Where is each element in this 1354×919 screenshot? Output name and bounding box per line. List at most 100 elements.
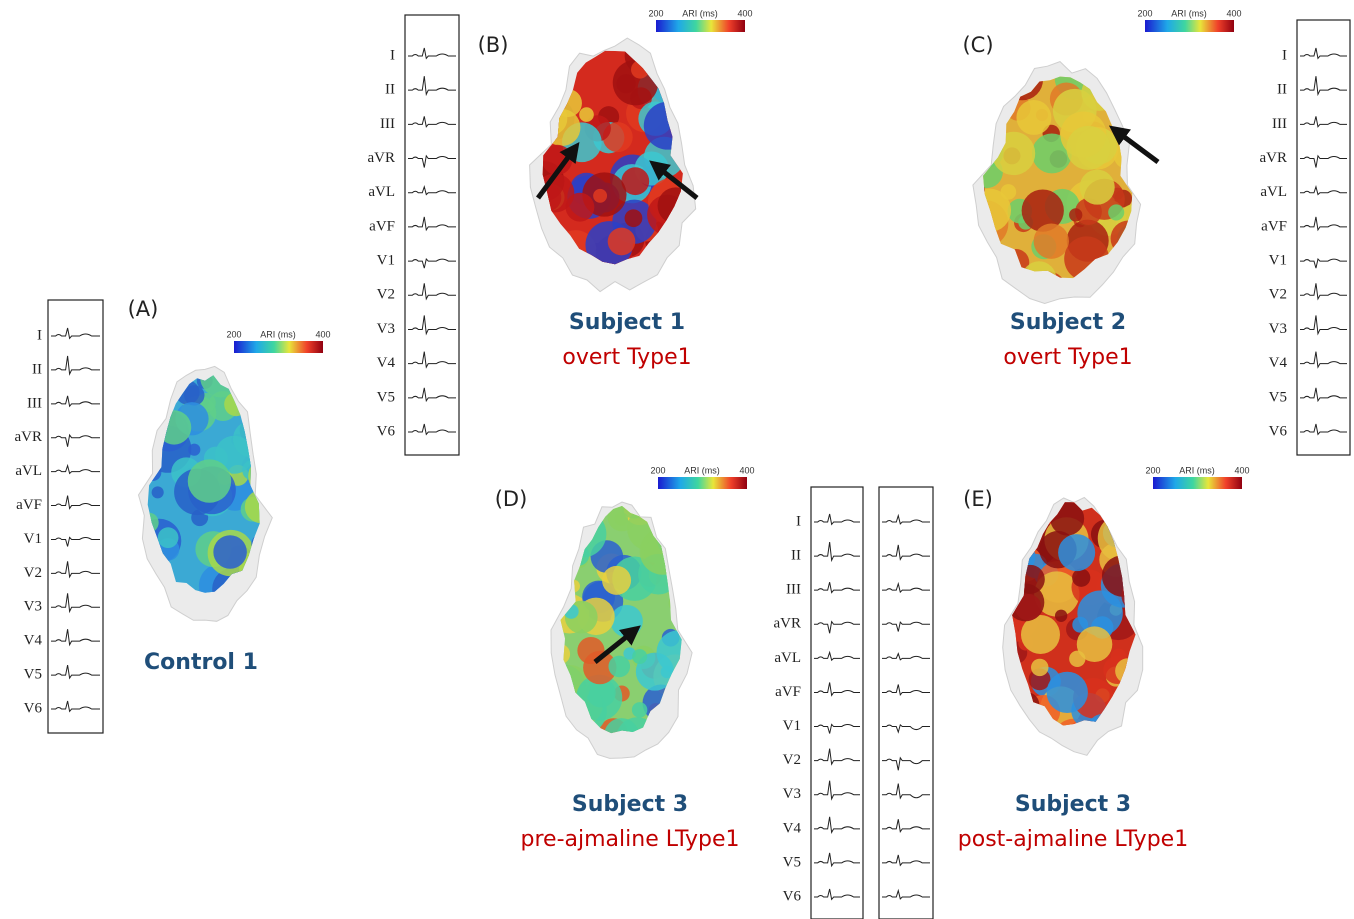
lead-label: V1 bbox=[24, 531, 42, 547]
lead-label: V4 bbox=[1269, 355, 1288, 371]
map-patch bbox=[602, 566, 631, 595]
ecg-trace bbox=[51, 701, 100, 711]
map-patch bbox=[1122, 90, 1153, 121]
condition-label: pre-ajmaline LType1 bbox=[521, 827, 740, 852]
lead-label: II bbox=[385, 82, 395, 98]
map-patch bbox=[677, 53, 696, 72]
ecg-trace bbox=[882, 654, 930, 660]
map-patch bbox=[593, 189, 607, 203]
lead-label: V3 bbox=[24, 599, 42, 615]
lead-label: V5 bbox=[783, 854, 801, 870]
lead-label: V2 bbox=[783, 752, 801, 768]
map-patch bbox=[242, 359, 281, 398]
map-patch bbox=[523, 67, 562, 106]
map-patch bbox=[608, 656, 630, 678]
lead-label: V6 bbox=[377, 423, 396, 439]
ecg-trace bbox=[51, 396, 100, 406]
ecg-trace bbox=[1300, 352, 1347, 368]
map-patch bbox=[625, 209, 643, 227]
lead-label: V4 bbox=[377, 355, 396, 371]
map-patch bbox=[1108, 204, 1124, 220]
subject-title: Subject 2 bbox=[1010, 310, 1126, 335]
map-patch bbox=[536, 726, 577, 767]
map-patch bbox=[1111, 71, 1133, 93]
lead-label: V5 bbox=[24, 667, 42, 683]
ecg-trace bbox=[51, 328, 100, 338]
lead-label: V3 bbox=[1269, 321, 1287, 337]
ecg-trace bbox=[882, 855, 930, 865]
ecg-trace bbox=[1300, 116, 1347, 126]
colorbar bbox=[658, 477, 747, 489]
map-patch bbox=[608, 228, 636, 256]
ecg-trace bbox=[1300, 187, 1347, 195]
ecg-trace bbox=[51, 496, 100, 509]
ecg-trace bbox=[1300, 315, 1347, 333]
map-patch bbox=[566, 193, 595, 222]
map-patch bbox=[567, 738, 583, 754]
map-patch bbox=[579, 107, 594, 122]
colorbar-min: 200 bbox=[650, 465, 665, 475]
map-patch bbox=[1132, 693, 1148, 709]
colorbar-max: 400 bbox=[315, 329, 330, 339]
lead-label: I bbox=[796, 513, 801, 529]
ecg-trace bbox=[1300, 48, 1347, 58]
colorbar bbox=[656, 20, 745, 32]
ecg-trace bbox=[882, 584, 930, 592]
map-patch bbox=[578, 502, 592, 516]
lead-label: aVR bbox=[1260, 150, 1288, 166]
lead-label: V1 bbox=[377, 253, 395, 269]
colorbar-title: ARI (ms) bbox=[1179, 465, 1215, 475]
map-patch bbox=[234, 602, 251, 619]
colorbar bbox=[234, 341, 323, 353]
ecg-trace bbox=[408, 388, 456, 401]
ecg-trace bbox=[882, 684, 930, 694]
map-patch bbox=[1126, 70, 1143, 87]
ecg-trace bbox=[882, 725, 930, 732]
ecg-trace bbox=[1300, 424, 1347, 434]
colorbar-max: 400 bbox=[739, 465, 754, 475]
ecg-trace bbox=[51, 593, 100, 611]
ecg-trace bbox=[51, 629, 100, 645]
lead-label: V1 bbox=[1269, 253, 1287, 269]
lead-label: III bbox=[380, 116, 395, 132]
map-patch bbox=[663, 527, 683, 547]
map-patch bbox=[1047, 672, 1088, 713]
ecg-trace bbox=[814, 853, 860, 866]
map-patch bbox=[632, 649, 647, 664]
map-patch bbox=[1016, 100, 1051, 135]
map-patch bbox=[152, 486, 164, 498]
condition-label: post-ajmaline LType1 bbox=[958, 827, 1188, 852]
map-patch bbox=[1131, 575, 1149, 593]
lead-label: III bbox=[1272, 116, 1287, 132]
lead-label: III bbox=[27, 395, 42, 411]
ecg-box bbox=[1297, 20, 1350, 455]
map-patch bbox=[188, 444, 200, 456]
ecg-trace bbox=[814, 622, 860, 634]
ecg-box bbox=[811, 487, 863, 919]
map-patch bbox=[551, 51, 563, 63]
ecg-trace bbox=[408, 424, 456, 434]
map-patch bbox=[675, 545, 696, 566]
ecg-trace bbox=[408, 48, 456, 58]
ecg-trace bbox=[51, 466, 100, 474]
subject-title: Subject 1 bbox=[569, 310, 685, 335]
condition-label: overt Type1 bbox=[1003, 345, 1132, 370]
lead-label: aVF bbox=[369, 218, 395, 234]
ecg-trace bbox=[408, 116, 456, 126]
colorbar-min: 200 bbox=[1145, 465, 1160, 475]
map-patch bbox=[985, 86, 998, 99]
map-patch bbox=[145, 392, 160, 407]
ecg-trace bbox=[408, 217, 456, 230]
lead-label: I bbox=[390, 47, 395, 63]
ecg-trace bbox=[1300, 388, 1347, 401]
ecg-trace bbox=[408, 315, 456, 333]
map-patch bbox=[135, 356, 169, 390]
lead-label: II bbox=[32, 361, 42, 377]
colorbar-min: 200 bbox=[1137, 8, 1152, 18]
map-patch bbox=[1069, 651, 1085, 667]
ecg-trace bbox=[814, 682, 860, 695]
ecg-trace bbox=[882, 891, 930, 899]
map-patch bbox=[1002, 69, 1020, 87]
colorbar bbox=[1153, 477, 1242, 489]
heart-map bbox=[130, 356, 284, 625]
